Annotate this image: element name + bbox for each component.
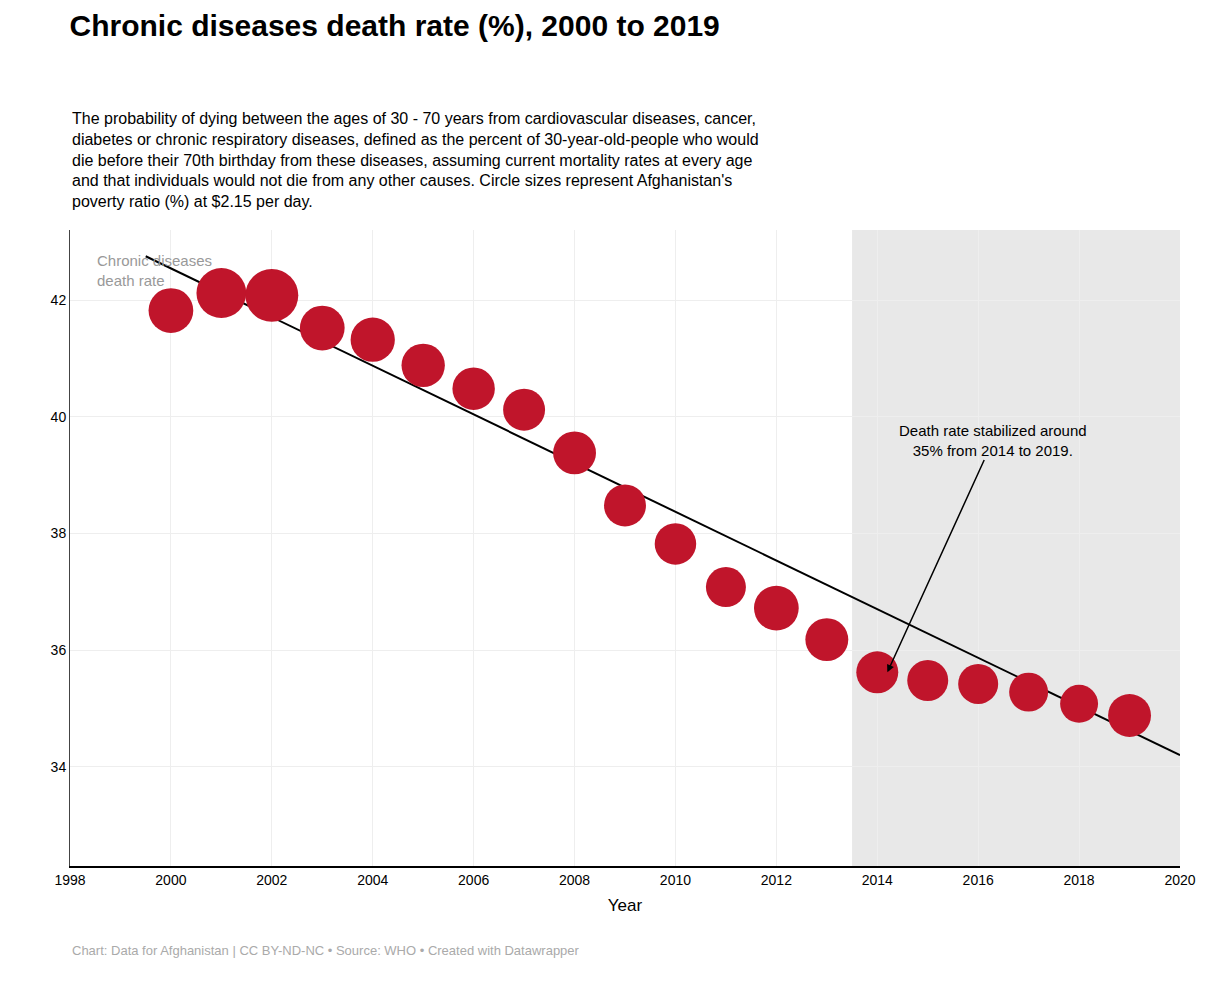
svg-text:2010: 2010 <box>660 872 691 888</box>
svg-text:2016: 2016 <box>963 872 994 888</box>
svg-text:40: 40 <box>51 409 67 425</box>
svg-text:2002: 2002 <box>256 872 287 888</box>
svg-text:2014: 2014 <box>862 872 893 888</box>
svg-text:Chronic diseasesdeath rate: Chronic diseasesdeath rate <box>97 252 212 289</box>
svg-text:42: 42 <box>51 292 67 308</box>
svg-text:2008: 2008 <box>559 872 590 888</box>
svg-text:Year: Year <box>608 896 643 915</box>
svg-text:Chronic diseases death rate (%: Chronic diseases death rate (%), 2000 to… <box>70 9 720 42</box>
svg-text:2012: 2012 <box>761 872 792 888</box>
svg-text:38: 38 <box>51 525 67 541</box>
svg-text:36: 36 <box>51 642 67 658</box>
svg-text:Death rate stabilized around35: Death rate stabilized around35% from 201… <box>899 422 1087 459</box>
svg-text:1998: 1998 <box>54 872 85 888</box>
svg-text:Chart: Data for Afghanistan |: Chart: Data for Afghanistan | CC BY-ND-N… <box>72 943 580 958</box>
svg-text:2004: 2004 <box>357 872 388 888</box>
svg-text:2018: 2018 <box>1064 872 1095 888</box>
svg-text:The probability of dying betwe: The probability of dying between the age… <box>72 110 759 210</box>
svg-text:2000: 2000 <box>155 872 186 888</box>
svg-text:2006: 2006 <box>458 872 489 888</box>
svg-text:34: 34 <box>51 759 67 775</box>
svg-text:2020: 2020 <box>1164 872 1195 888</box>
